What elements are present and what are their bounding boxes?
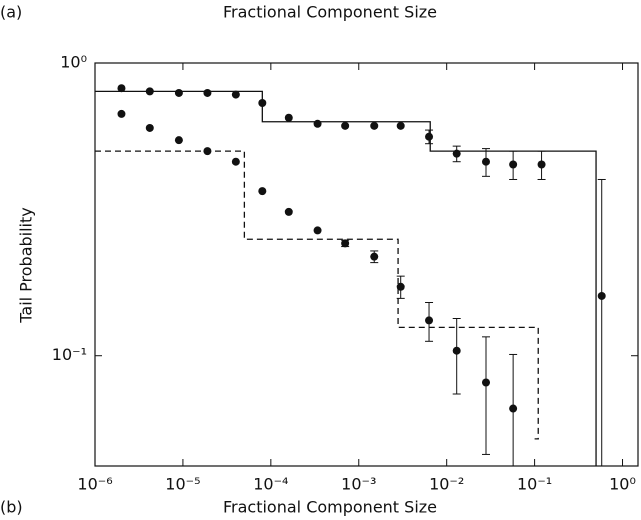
data-point	[396, 121, 405, 130]
x-axis-label: Fractional Component Size	[223, 3, 437, 22]
data-point	[425, 316, 434, 325]
data-point	[117, 109, 126, 118]
data-point	[284, 113, 293, 122]
data-point	[174, 136, 183, 145]
x-tick-label: 10⁻²	[429, 475, 464, 494]
x-tick-label: 10⁻¹	[517, 475, 552, 494]
data-point	[174, 88, 183, 97]
plot-frame	[94, 62, 639, 467]
data-point	[370, 252, 379, 261]
data-point	[231, 90, 240, 99]
y-tick-label: 10⁻¹	[52, 345, 87, 364]
data-point	[203, 147, 212, 156]
x-tick-label: 10⁰	[609, 475, 636, 494]
plot-area	[95, 84, 606, 466]
data-point	[509, 160, 518, 169]
data-point	[145, 87, 154, 96]
x-axis-label: Fractional Component Size	[223, 498, 437, 517]
data-point	[425, 132, 434, 141]
data-point	[509, 404, 518, 413]
y-axis-label: Tail Probability	[17, 207, 36, 323]
data-point	[341, 239, 350, 248]
data-point	[313, 226, 322, 235]
step-line	[95, 90, 597, 466]
panel-label: (a)	[0, 3, 22, 22]
data-point	[396, 282, 405, 291]
data-point	[481, 378, 490, 387]
data-point	[452, 149, 461, 158]
data-point	[117, 84, 126, 93]
data-point	[231, 157, 240, 166]
data-point	[341, 121, 350, 130]
data-point	[258, 187, 267, 196]
x-tick-label: 10⁻⁴	[253, 475, 288, 494]
data-point	[203, 88, 212, 97]
y-tick-label: 10⁰	[60, 53, 87, 72]
data-point	[481, 157, 490, 166]
x-tick-label: 10⁻⁵	[165, 475, 200, 494]
data-point	[284, 207, 293, 216]
data-point	[258, 99, 267, 108]
data-point	[537, 160, 546, 169]
data-point	[313, 119, 322, 128]
x-tick-label: 10⁻³	[341, 475, 376, 494]
data-point	[145, 123, 154, 132]
data-point	[370, 121, 379, 130]
panel-label: (b)	[0, 498, 23, 517]
data-point	[452, 346, 461, 355]
x-tick-label: 10⁻⁶	[77, 475, 112, 494]
data-point	[597, 291, 606, 300]
step-line	[95, 150, 539, 440]
